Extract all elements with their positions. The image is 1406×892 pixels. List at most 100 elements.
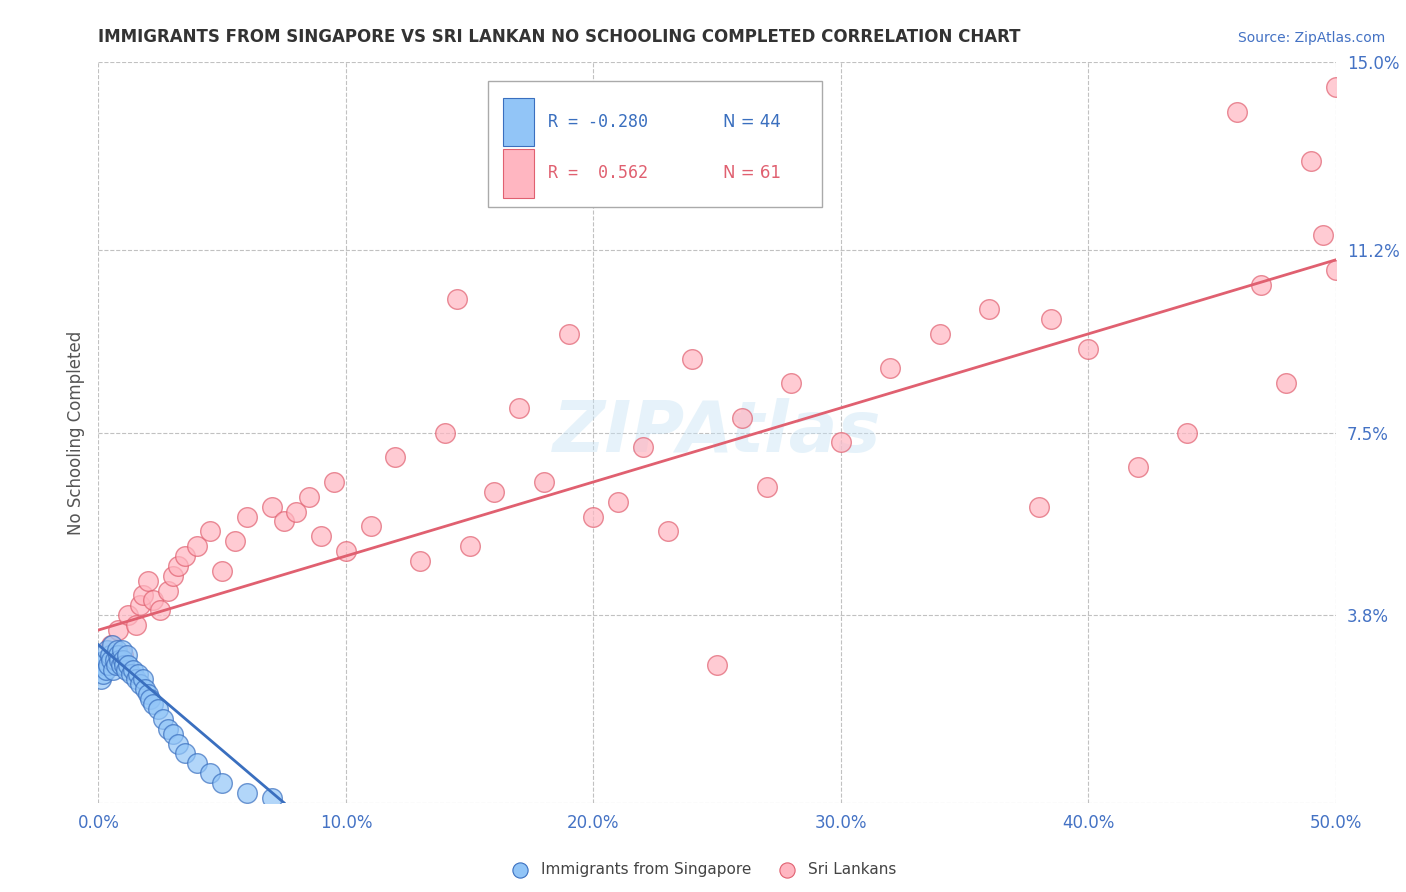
- Point: [100, 638, 122, 652]
- Y-axis label: No Schooling Completed: No Schooling Completed: [66, 331, 84, 534]
- Point: [198, 524, 221, 539]
- Point: [156, 583, 179, 598]
- Point: [104, 657, 127, 672]
- Point: [156, 722, 179, 736]
- Point: [103, 663, 125, 677]
- Point: [115, 648, 138, 662]
- Text: Immigrants from Singapore: Immigrants from Singapore: [541, 863, 752, 877]
- Point: [117, 608, 139, 623]
- Point: [1250, 277, 1272, 292]
- Point: [96, 642, 118, 657]
- Point: [273, 515, 295, 529]
- Point: [979, 302, 1001, 317]
- Point: [260, 790, 283, 805]
- Point: [1324, 80, 1347, 95]
- Point: [162, 727, 184, 741]
- Point: [335, 544, 357, 558]
- Point: [1126, 460, 1149, 475]
- Point: [149, 603, 172, 617]
- Point: [110, 657, 132, 672]
- Point: [97, 795, 120, 809]
- Point: [224, 534, 246, 549]
- Point: [129, 599, 152, 613]
- Point: [101, 795, 124, 809]
- Point: [103, 653, 125, 667]
- Point: [484, 484, 506, 499]
- Point: [90, 673, 112, 687]
- Text: ZIPAtlas: ZIPAtlas: [553, 398, 882, 467]
- Point: [127, 667, 149, 681]
- Point: [211, 564, 233, 578]
- Point: [322, 475, 344, 489]
- Point: [1299, 154, 1322, 169]
- Point: [122, 663, 145, 677]
- Point: [93, 653, 115, 667]
- Point: [298, 490, 321, 504]
- Point: [139, 692, 162, 706]
- Point: [1324, 262, 1347, 277]
- Point: [260, 500, 283, 514]
- Point: [91, 657, 114, 672]
- Point: [755, 480, 778, 494]
- Point: [657, 524, 679, 539]
- Point: [117, 657, 139, 672]
- Bar: [503, 97, 534, 145]
- Point: [582, 509, 605, 524]
- Point: [780, 376, 803, 391]
- Point: [132, 589, 155, 603]
- Point: [142, 593, 165, 607]
- Point: [166, 558, 188, 573]
- Point: [198, 766, 221, 780]
- Point: [1312, 228, 1334, 243]
- Point: [830, 435, 852, 450]
- Text: Sri Lankans: Sri Lankans: [808, 863, 897, 877]
- Point: [112, 648, 135, 662]
- Point: [557, 326, 579, 341]
- Point: [114, 663, 136, 677]
- Point: [142, 697, 165, 711]
- Point: [93, 667, 115, 681]
- Point: [285, 505, 308, 519]
- Point: [879, 361, 901, 376]
- Point: [731, 410, 754, 425]
- Point: [112, 657, 135, 672]
- Point: [360, 519, 382, 533]
- Point: [134, 682, 156, 697]
- Point: [132, 673, 155, 687]
- FancyBboxPatch shape: [488, 81, 823, 207]
- Point: [112, 653, 135, 667]
- Point: [166, 737, 188, 751]
- Point: [94, 663, 117, 677]
- Point: [384, 450, 406, 465]
- Point: [236, 786, 259, 800]
- Point: [607, 494, 630, 508]
- Point: [446, 293, 468, 307]
- Point: [211, 776, 233, 790]
- Point: [107, 648, 129, 662]
- Point: [533, 475, 555, 489]
- Point: [409, 554, 432, 568]
- Point: [631, 441, 654, 455]
- Point: [174, 747, 197, 761]
- Text: IMMIGRANTS FROM SINGAPORE VS SRI LANKAN NO SCHOOLING COMPLETED CORRELATION CHART: IMMIGRANTS FROM SINGAPORE VS SRI LANKAN …: [98, 28, 1021, 45]
- Text: Source: ZipAtlas.com: Source: ZipAtlas.com: [1237, 31, 1385, 45]
- Point: [508, 401, 530, 415]
- Point: [309, 529, 332, 543]
- Point: [458, 539, 481, 553]
- Point: [186, 539, 208, 553]
- Point: [136, 687, 159, 701]
- Point: [1275, 376, 1298, 391]
- Point: [108, 653, 131, 667]
- Text: R = -0.280: R = -0.280: [547, 112, 648, 130]
- Text: R =  0.562: R = 0.562: [547, 164, 648, 183]
- Point: [706, 657, 728, 672]
- Point: [98, 648, 121, 662]
- Point: [152, 712, 174, 726]
- Point: [124, 618, 146, 632]
- Point: [111, 642, 134, 657]
- Point: [97, 657, 120, 672]
- Point: [124, 673, 146, 687]
- Point: [1028, 500, 1050, 514]
- Point: [174, 549, 197, 563]
- Point: [100, 653, 122, 667]
